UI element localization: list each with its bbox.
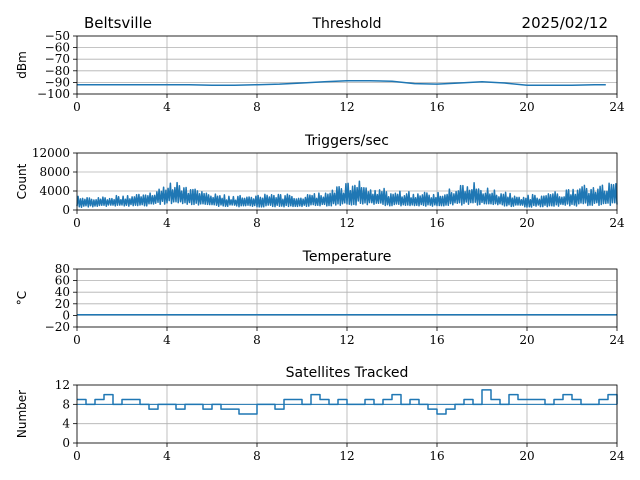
temperature-x-tick-label: 0 bbox=[73, 333, 81, 347]
threshold-x-tick-label: 16 bbox=[429, 100, 444, 114]
triggers-y-tick-label: 0 bbox=[62, 203, 70, 217]
triggers-x-tick-label: 4 bbox=[163, 216, 171, 230]
triggers-x-tick-label: 12 bbox=[339, 216, 354, 230]
threshold-y-tick-label: −50 bbox=[45, 29, 70, 43]
satellites-x-tick-label: 16 bbox=[429, 449, 444, 463]
threshold-y-tick-label: −90 bbox=[45, 75, 70, 89]
satellites-panel: 0 4 8 12 16 20 24 0 4 8 12 Satellites Tracked Number bbox=[15, 365, 625, 463]
threshold-y-tick-label: −60 bbox=[45, 41, 70, 55]
satellites-y-axis-label: Number bbox=[15, 390, 29, 438]
temperature-y-axis-label: °C bbox=[15, 291, 29, 305]
threshold-x-tick-label: 12 bbox=[339, 100, 354, 114]
satellites-y-tick-label: 4 bbox=[62, 417, 70, 431]
triggers-series-line bbox=[76, 180, 618, 209]
threshold-y-tick-label: −100 bbox=[37, 87, 70, 101]
temperature-y-tick-label: −20 bbox=[45, 320, 70, 334]
triggers-x-tick-label: 8 bbox=[253, 216, 261, 230]
date-label: 2025/02/12 bbox=[522, 14, 608, 32]
satellites-x-tick-label: 0 bbox=[73, 449, 81, 463]
threshold-x-tick-label: 20 bbox=[519, 100, 534, 114]
satellites-y-tick-label: 12 bbox=[55, 378, 70, 392]
satellites-x-tick-label: 12 bbox=[339, 449, 354, 463]
threshold-series-line bbox=[77, 79, 606, 87]
triggers-x-tick-label: 0 bbox=[73, 216, 81, 230]
triggers-x-tick-label: 24 bbox=[609, 216, 625, 230]
temperature-y-tick-label: 40 bbox=[55, 285, 70, 299]
temperature-y-tick-label: 60 bbox=[55, 274, 70, 288]
temperature-x-tick-label: 4 bbox=[163, 333, 171, 347]
threshold-y-axis-label: dBm bbox=[15, 51, 29, 79]
temperature-y-tick-label: 80 bbox=[55, 262, 70, 276]
threshold-title: Threshold bbox=[312, 16, 382, 32]
satellites-x-tick-label: 4 bbox=[163, 449, 171, 463]
triggers-x-tick-label: 16 bbox=[429, 216, 444, 230]
temperature-y-tick-label: 0 bbox=[62, 308, 70, 322]
temperature-y-tick-label: 20 bbox=[55, 297, 70, 311]
triggers-x-tick-label: 20 bbox=[519, 216, 534, 230]
temperature-x-tick-label: 16 bbox=[429, 333, 444, 347]
triggers-y-tick-label: 4000 bbox=[39, 184, 70, 198]
threshold-panel: 0 4 8 12 16 20 24 −100−90−80−70−60−50 Threshold d… bbox=[15, 16, 625, 114]
satellites-x-tick-label: 24 bbox=[609, 449, 625, 463]
location-label: Beltsville bbox=[84, 14, 152, 32]
triggers-y-tick-label: 12000 bbox=[32, 146, 70, 160]
temperature-title: Temperature bbox=[302, 249, 392, 265]
threshold-x-tick-label: 4 bbox=[163, 100, 171, 114]
threshold-x-tick-label: 0 bbox=[73, 100, 81, 114]
temperature-x-tick-label: 20 bbox=[519, 333, 534, 347]
temperature-x-tick-label: 12 bbox=[339, 333, 354, 347]
temperature-x-tick-label: 24 bbox=[609, 333, 625, 347]
satellites-y-tick-label: 8 bbox=[62, 397, 70, 411]
satellites-x-tick-label: 20 bbox=[519, 449, 534, 463]
satellites-title: Satellites Tracked bbox=[286, 365, 409, 381]
threshold-y-tick-label: −80 bbox=[45, 64, 70, 78]
triggers-y-tick-label: 8000 bbox=[39, 165, 70, 179]
temperature-x-tick-label: 8 bbox=[253, 333, 261, 347]
threshold-y-tick-label: −70 bbox=[45, 52, 70, 66]
triggers-title: Triggers/sec bbox=[304, 133, 389, 149]
threshold-x-tick-label: 24 bbox=[609, 100, 625, 114]
triggers-panel: 0 4 8 12 16 20 24 0 4000 8000 12000 Triggers/sec Cou… bbox=[15, 133, 625, 230]
satellites-y-tick-label: 0 bbox=[62, 436, 70, 450]
satellites-x-tick-label: 8 bbox=[253, 449, 261, 463]
triggers-y-axis-label: Count bbox=[15, 163, 29, 199]
threshold-x-tick-label: 8 bbox=[253, 100, 261, 114]
